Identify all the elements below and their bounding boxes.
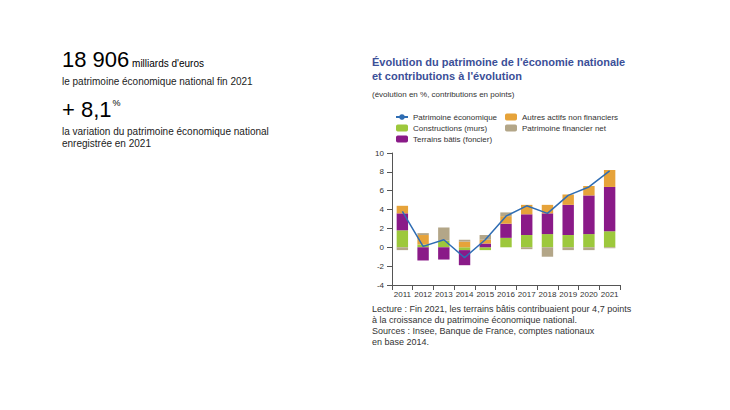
- svg-text:4: 4: [380, 205, 385, 214]
- svg-text:%: %: [113, 98, 121, 108]
- svg-text:2021: 2021: [601, 290, 619, 299]
- svg-text:Patrimoine financier net: Patrimoine financier net: [522, 124, 607, 133]
- svg-text:18 906: 18 906: [62, 47, 129, 72]
- svg-text:et contributions à l'évolution: et contributions à l'évolution: [372, 70, 522, 82]
- svg-text:+ 8,1: + 8,1: [62, 97, 112, 122]
- svg-text:2015: 2015: [476, 290, 494, 299]
- svg-text:6: 6: [380, 186, 385, 195]
- svg-text:Terrains bâtis (foncier): Terrains bâtis (foncier): [413, 135, 492, 144]
- svg-text:2018: 2018: [539, 290, 557, 299]
- svg-text:2012: 2012: [414, 290, 432, 299]
- svg-text:Évolution du patrimoine de l'é: Évolution du patrimoine de l'économie na…: [372, 56, 625, 68]
- svg-text:Constructions (murs): Constructions (murs): [413, 124, 488, 133]
- svg-text:Patrimoine économique: Patrimoine économique: [413, 113, 498, 122]
- svg-text:enregistrée en 2021: enregistrée en 2021: [62, 138, 151, 149]
- svg-text:à la croissance du patrimoine: à la croissance du patrimoine économique…: [372, 315, 577, 325]
- svg-text:2014: 2014: [456, 290, 474, 299]
- svg-text:Lecture : Fin 2021, les terrai: Lecture : Fin 2021, les terrains bâtis c…: [372, 304, 632, 314]
- svg-text:la variation du patrimoine éco: la variation du patrimoine économique na…: [62, 126, 269, 137]
- svg-text:2017: 2017: [518, 290, 536, 299]
- svg-text:le patrimoine économique natio: le patrimoine économique national fin 20…: [62, 76, 253, 87]
- svg-text:Sources : Insee, Banque de Fra: Sources : Insee, Banque de France, compt…: [372, 326, 595, 336]
- svg-text:milliards d'euros: milliards d'euros: [129, 58, 204, 69]
- svg-text:Autres actifs non financiers: Autres actifs non financiers: [522, 113, 618, 122]
- svg-text:10: 10: [375, 149, 384, 158]
- svg-text:en base 2014.: en base 2014.: [372, 337, 429, 347]
- svg-text:2: 2: [380, 224, 385, 233]
- svg-text:2016: 2016: [497, 290, 515, 299]
- svg-text:-2: -2: [377, 262, 385, 271]
- svg-text:2013: 2013: [435, 290, 453, 299]
- svg-text:8: 8: [380, 167, 385, 176]
- svg-text:2020: 2020: [580, 290, 598, 299]
- svg-text:0: 0: [380, 243, 385, 252]
- svg-text:2019: 2019: [559, 290, 577, 299]
- svg-text:2011: 2011: [394, 290, 412, 299]
- svg-text:(évolution en %, contributions: (évolution en %, contributions en points…: [372, 90, 515, 99]
- svg-text:-4: -4: [377, 281, 385, 290]
